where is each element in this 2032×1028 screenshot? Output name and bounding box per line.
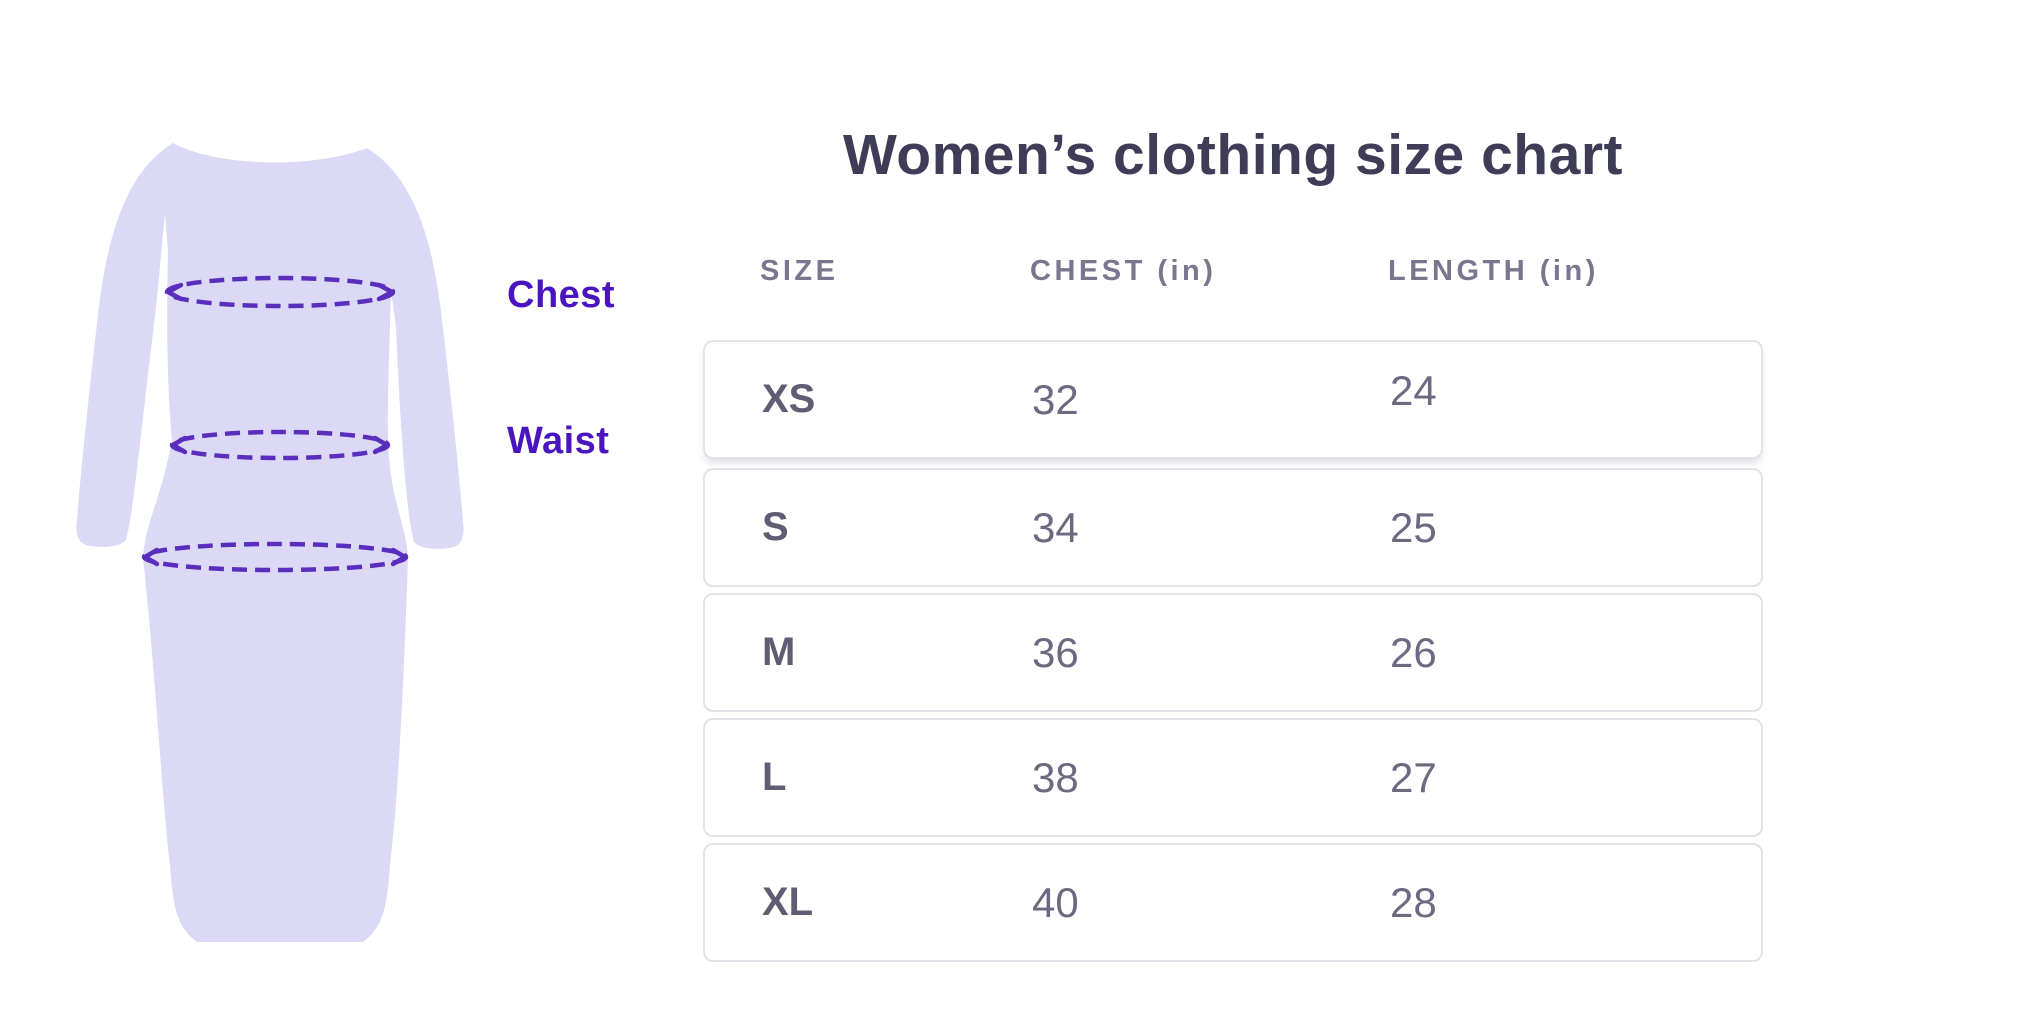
- chest-cell: 36: [1032, 628, 1079, 676]
- chest-label: Chest: [507, 274, 616, 316]
- header-size: SIZE: [760, 254, 839, 287]
- chest-cell: 34: [1032, 503, 1079, 551]
- header-length: LENGTH (in): [1388, 254, 1599, 287]
- dress-illustration: [60, 120, 480, 970]
- size-table: SIZE CHEST (in) LENGTH (in) XS 32 24 S 3…: [703, 246, 1763, 968]
- page-title: Women’s clothing size chart: [843, 123, 1623, 187]
- chest-cell: 38: [1032, 753, 1079, 801]
- length-cell: 25: [1390, 503, 1437, 551]
- size-cell: XL: [762, 880, 814, 924]
- size-cell: L: [762, 755, 787, 799]
- length-cell: 26: [1390, 628, 1437, 676]
- chest-cell: 40: [1032, 878, 1079, 926]
- size-cell: XS: [762, 377, 816, 421]
- hip-measure-line: [141, 541, 409, 573]
- dress-silhouette: [76, 143, 464, 942]
- size-table-rows: XS 32 24 S 34 25 M 36 26 L 38 27 XL 40 2…: [703, 340, 1763, 962]
- header-chest: CHEST (in): [1030, 254, 1217, 287]
- length-cell: 24: [1390, 366, 1437, 414]
- length-cell: 28: [1390, 878, 1437, 926]
- dress-left-sleeve: [76, 143, 173, 547]
- waist-label: Waist: [507, 420, 610, 462]
- table-row: S 34 25: [703, 468, 1763, 587]
- length-cell: 27: [1390, 753, 1437, 801]
- table-row: XL 40 28: [703, 843, 1763, 962]
- table-row: M 36 26: [703, 593, 1763, 712]
- table-row: XS 32 24: [703, 340, 1763, 459]
- waist-measure-line: [169, 429, 391, 461]
- table-row: L 38 27: [703, 718, 1763, 837]
- chest-measure-line: [164, 275, 396, 309]
- chest-cell: 32: [1032, 375, 1079, 423]
- size-table-header: SIZE CHEST (in) LENGTH (in): [703, 246, 1763, 296]
- size-cell: S: [762, 505, 789, 549]
- size-cell: M: [762, 630, 796, 674]
